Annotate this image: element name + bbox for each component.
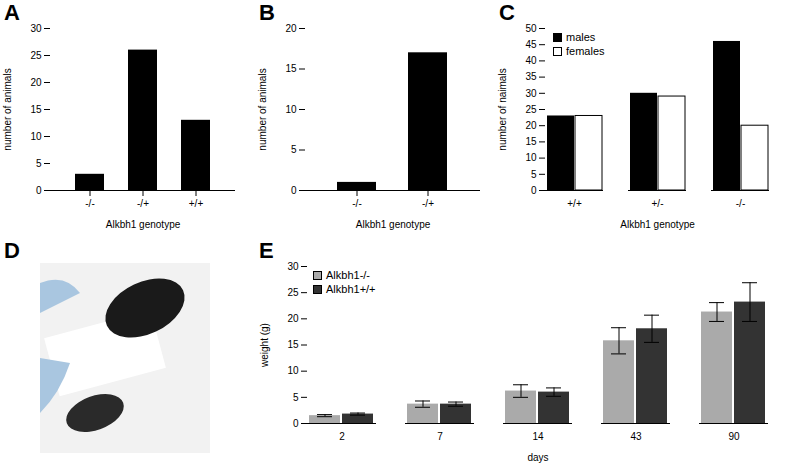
svg-text:25: 25 xyxy=(525,104,537,115)
svg-text:10: 10 xyxy=(30,131,42,142)
html-text:A: A xyxy=(4,0,20,25)
svg-text:number of animals: number of animals xyxy=(257,68,268,150)
svg-text:0: 0 xyxy=(293,418,299,429)
svg-text:30: 30 xyxy=(287,261,299,272)
svg-text:15: 15 xyxy=(287,339,299,350)
svg-text:weight (g): weight (g) xyxy=(259,323,270,368)
html-text:C: C xyxy=(499,0,515,25)
svg-text:+/-: +/- xyxy=(652,198,664,209)
svg-text:-/-: -/- xyxy=(352,198,361,209)
svg-text:14: 14 xyxy=(532,431,544,442)
svg-text:+/+: +/+ xyxy=(189,198,204,209)
html-text:males: males xyxy=(566,31,596,43)
svg-text:15: 15 xyxy=(30,104,42,115)
svg-text:Alkbh1 genotype: Alkbh1 genotype xyxy=(356,219,431,230)
svg-text:+/+: +/+ xyxy=(567,198,582,209)
svg-text:-/-: -/- xyxy=(85,198,94,209)
svg-text:Alkbh1 genotype: Alkbh1 genotype xyxy=(620,219,695,230)
svg-text:25: 25 xyxy=(30,50,42,61)
svg-text:15: 15 xyxy=(525,136,537,147)
svg-text:number of naimals: number of naimals xyxy=(497,68,508,150)
svg-text:15: 15 xyxy=(285,63,297,74)
svg-text:43: 43 xyxy=(630,431,642,442)
svg-text:50: 50 xyxy=(525,23,537,34)
html-text:E: E xyxy=(259,238,274,263)
svg-text:10: 10 xyxy=(287,365,299,376)
svg-text:-/+: -/+ xyxy=(422,198,434,209)
svg-text:5: 5 xyxy=(531,169,537,180)
svg-text:20: 20 xyxy=(525,120,537,131)
html-text:Alkbh1-/-: Alkbh1-/- xyxy=(326,269,370,281)
svg-text:25: 25 xyxy=(287,287,299,298)
svg-text:-/-: -/- xyxy=(736,198,745,209)
svg-text:Alkbh1 genotype: Alkbh1 genotype xyxy=(106,219,181,230)
svg-text:35: 35 xyxy=(525,71,537,82)
svg-text:30: 30 xyxy=(30,23,42,34)
svg-text:40: 40 xyxy=(525,55,537,66)
svg-text:days: days xyxy=(527,452,548,463)
svg-text:30: 30 xyxy=(525,88,537,99)
svg-text:0: 0 xyxy=(36,185,42,196)
svg-text:0: 0 xyxy=(531,185,537,196)
svg-text:45: 45 xyxy=(525,39,537,50)
svg-text:20: 20 xyxy=(30,77,42,88)
svg-text:0: 0 xyxy=(291,185,297,196)
html-text:Alkbh1+/+: Alkbh1+/+ xyxy=(326,283,376,295)
svg-text:90: 90 xyxy=(728,431,740,442)
html-text:D: D xyxy=(4,238,20,263)
svg-text:5: 5 xyxy=(36,158,42,169)
svg-text:-/+: -/+ xyxy=(137,198,149,209)
svg-text:7: 7 xyxy=(437,431,443,442)
svg-text:2: 2 xyxy=(339,431,345,442)
svg-text:10: 10 xyxy=(525,152,537,163)
svg-text:5: 5 xyxy=(291,144,297,155)
svg-text:5: 5 xyxy=(293,392,299,403)
html-text:B: B xyxy=(259,0,275,25)
svg-text:10: 10 xyxy=(285,104,297,115)
svg-text:20: 20 xyxy=(287,313,299,324)
svg-text:number of animals: number of animals xyxy=(2,68,13,150)
html-text:females: females xyxy=(566,45,605,57)
svg-text:20: 20 xyxy=(285,23,297,34)
